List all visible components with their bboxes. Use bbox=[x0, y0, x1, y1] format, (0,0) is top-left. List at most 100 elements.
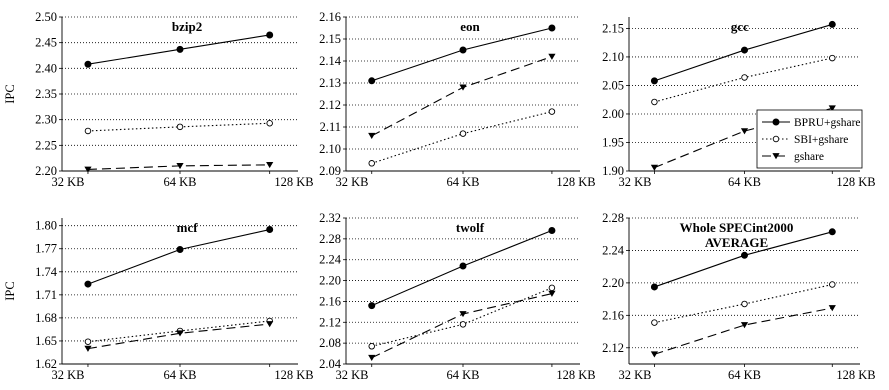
y-tick-label: 2.24 bbox=[319, 253, 342, 267]
y-tick-label: 2.35 bbox=[35, 87, 57, 101]
data-point bbox=[459, 130, 467, 137]
data-point bbox=[740, 322, 749, 329]
data-point bbox=[176, 246, 184, 254]
data-point bbox=[741, 251, 749, 259]
y-tick-label: 2.10 bbox=[602, 50, 624, 64]
y-tick-label: 1.65 bbox=[35, 334, 57, 348]
y-tick-label: 2.28 bbox=[602, 211, 624, 225]
y-tick-label: 1.90 bbox=[602, 164, 624, 178]
y-tick-label: 2.50 bbox=[35, 10, 57, 24]
data-point bbox=[741, 46, 749, 54]
subplot-2: 2.09 2.10 2.11 2.12 2.13 2.14 2.15 2.16 32 KB 64 … bbox=[319, 10, 596, 189]
data-point bbox=[368, 302, 376, 310]
legend-label: gshare bbox=[794, 151, 824, 163]
y-tick-label: 2.15 bbox=[319, 32, 341, 46]
data-point bbox=[548, 290, 556, 297]
data-point bbox=[84, 345, 92, 352]
subplot-6: 2.12 2.16 2.20 2.24 2.28 32 KB 64 KB 128 KB Whol… bbox=[602, 211, 876, 382]
x-tick-label: 64 KB bbox=[164, 175, 197, 189]
y-tick-label: 2.00 bbox=[602, 107, 624, 121]
legend-label: BPRU+gshare bbox=[794, 117, 861, 129]
series-line-gshare bbox=[371, 56, 553, 137]
x-tick-label: 32 KB bbox=[336, 368, 369, 382]
subplot-3: 1.90 1.95 2.00 2.05 2.10 2.15 32 KB 64 KB 128 KB… bbox=[602, 17, 876, 189]
data-point bbox=[84, 166, 92, 173]
x-tick-label: 64 KB bbox=[728, 368, 761, 382]
subplot-4: 1.62 1.65 1.68 1.71 1.74 1.77 1.80 32 KB 64 KB 12… bbox=[35, 218, 314, 382]
legend-marker bbox=[772, 135, 780, 143]
data-point bbox=[459, 321, 467, 328]
y-axis-label: IPC bbox=[3, 281, 17, 300]
data-point bbox=[459, 84, 467, 91]
data-point bbox=[266, 31, 274, 39]
series-line-gshare bbox=[87, 323, 270, 350]
y-tick-label: 2.20 bbox=[35, 164, 57, 178]
data-point bbox=[650, 283, 658, 291]
data-point bbox=[176, 162, 184, 170]
data-point bbox=[459, 46, 467, 54]
series-line-bpru-gshare bbox=[371, 27, 553, 82]
x-tick-label: 32 KB bbox=[52, 368, 85, 382]
series-line-sbi-gshare bbox=[371, 111, 553, 164]
x-tick-label: 128 KB bbox=[836, 368, 875, 382]
data-point bbox=[84, 127, 92, 135]
y-tick-label: 2.20 bbox=[602, 276, 624, 290]
data-point bbox=[368, 77, 376, 85]
y-tick-label: 1.68 bbox=[35, 311, 57, 325]
data-point bbox=[176, 123, 184, 131]
x-tick-label: 32 KB bbox=[336, 175, 369, 189]
y-tick-label: 2.12 bbox=[319, 98, 341, 112]
data-point bbox=[368, 354, 376, 361]
y-tick-label: 2.09 bbox=[319, 164, 341, 178]
data-point bbox=[368, 343, 375, 350]
data-point bbox=[548, 53, 556, 60]
data-point bbox=[548, 284, 556, 292]
subplot-5: 2.04 2.08 2.12 2.16 2.20 2.24 2.28 2.32 32 KB 64 … bbox=[319, 211, 596, 382]
x-tick-label: 128 KB bbox=[836, 175, 875, 189]
y-tick-label: 2.14 bbox=[319, 54, 342, 68]
x-tick-label: 128 KB bbox=[556, 368, 595, 382]
data-point bbox=[828, 305, 836, 312]
data-point bbox=[266, 321, 274, 328]
subplot-title: gcc bbox=[731, 19, 749, 34]
y-tick-label: 2.20 bbox=[319, 274, 341, 288]
data-point bbox=[368, 132, 376, 140]
y-tick-label: 2.16 bbox=[319, 10, 341, 24]
series-line-sbi-gshare bbox=[371, 287, 553, 347]
y-tick-label: 2.25 bbox=[35, 138, 57, 152]
data-point bbox=[84, 338, 92, 345]
y-tick-label: 2.05 bbox=[602, 78, 624, 92]
subplot-title: Whole SPECint2000 bbox=[680, 220, 794, 235]
y-tick-label: 2.11 bbox=[320, 120, 341, 134]
x-tick-label: 32 KB bbox=[619, 175, 652, 189]
data-point bbox=[829, 54, 836, 62]
data-point bbox=[548, 108, 556, 115]
y-tick-label: 2.30 bbox=[35, 113, 57, 127]
y-tick-label: 2.45 bbox=[35, 36, 57, 50]
y-tick-label: 1.62 bbox=[35, 357, 57, 371]
data-point bbox=[368, 160, 375, 167]
y-tick-label: 2.08 bbox=[319, 336, 341, 350]
data-point bbox=[548, 227, 556, 235]
data-point bbox=[650, 351, 659, 358]
y-axis-label: IPC bbox=[3, 84, 17, 103]
data-point bbox=[266, 226, 274, 234]
x-tick-label: 128 KB bbox=[274, 368, 313, 382]
subplot-1: 2.20 2.25 2.30 2.35 2.40 2.45 2.50 32 KB 64 KB 12… bbox=[35, 10, 314, 189]
legend-label: SBI+gshare bbox=[794, 134, 848, 146]
y-tick-label: 1.77 bbox=[35, 242, 57, 256]
data-point bbox=[266, 120, 273, 127]
y-tick-label: 2.24 bbox=[602, 243, 625, 257]
legend: BPRU+gshare SBI+gshare gshare bbox=[756, 109, 863, 169]
subplot-title: twolf bbox=[456, 220, 485, 235]
data-point bbox=[829, 281, 836, 288]
y-tick-label: 1.95 bbox=[602, 135, 624, 149]
data-point bbox=[650, 164, 659, 171]
data-point bbox=[176, 330, 184, 337]
series-line-bpru-gshare bbox=[87, 228, 270, 285]
x-tick-label: 128 KB bbox=[274, 175, 313, 189]
y-tick-label: 2.13 bbox=[319, 76, 341, 90]
x-tick-label: 128 KB bbox=[556, 175, 595, 189]
data-point bbox=[651, 319, 658, 326]
y-tick-label: 2.12 bbox=[319, 315, 341, 329]
